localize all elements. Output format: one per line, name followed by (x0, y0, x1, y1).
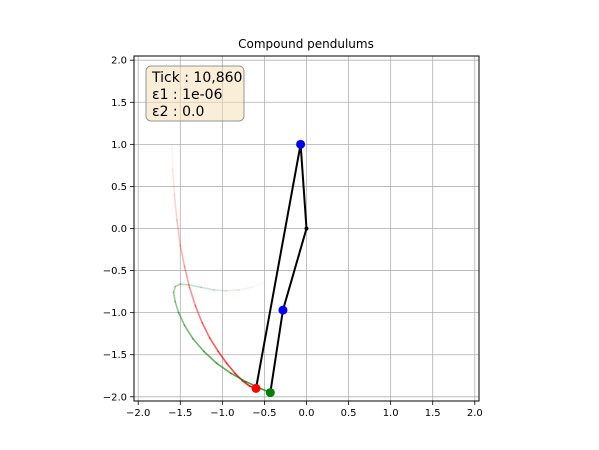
end-bob-2 (265, 388, 275, 398)
trail-segment-2 (183, 324, 194, 340)
trail-segment-1 (225, 362, 236, 375)
trail-segment-1 (171, 143, 174, 171)
trail-segment-2 (238, 286, 253, 291)
x-tick-label: 0.5 (341, 408, 357, 419)
y-tick-label: 0.0 (111, 224, 127, 235)
info-epsilon1: ε1 : 1e-06 (152, 87, 223, 103)
trails (171, 143, 272, 394)
x-tick-label: 1.5 (425, 408, 441, 419)
y-tick-label: −0.5 (103, 266, 127, 277)
trail-segment-2 (172, 285, 177, 294)
trail-segment-1 (201, 321, 211, 339)
end-bob-1 (251, 383, 261, 393)
y-tick-label: −2.0 (103, 392, 127, 403)
info-epsilon2: ε2 : 0.0 (152, 104, 204, 120)
x-tick-label: 2.0 (467, 408, 483, 419)
trail-segment-1 (171, 168, 176, 196)
pivot-point (304, 226, 309, 231)
trail-segment-2 (229, 372, 247, 383)
y-tick-label: 2.0 (111, 56, 127, 67)
mid-bob-2 (278, 305, 288, 315)
trail-segment-1 (188, 286, 197, 307)
mid-bob-1 (296, 139, 306, 149)
trail-segment-1 (217, 350, 228, 364)
x-tick-label: 0.0 (299, 408, 315, 419)
trail-segment-1 (173, 194, 178, 221)
trail-segment-1 (241, 380, 251, 387)
trail-segment-2 (200, 286, 215, 291)
trail-segment-2 (174, 283, 182, 288)
trail-segment-1 (179, 244, 186, 268)
trail-segment-1 (208, 337, 219, 353)
x-tick-label: −0.5 (252, 408, 276, 419)
trail-segment-2 (179, 283, 190, 286)
x-tick-label: −1.5 (168, 408, 192, 419)
info-tick: Tick : 10,860 (151, 70, 242, 86)
y-tick-label: 0.5 (111, 182, 127, 193)
trail-segment-1 (176, 219, 182, 247)
info-box: Tick : 10,860 ε1 : 1e-06 ε2 : 0.0 (145, 65, 245, 122)
x-tick-label: −1.0 (210, 408, 234, 419)
axis-ticks: −2.0 −1.5 −1.0 −0.5 0.0 0.5 1.0 1.5 2.0 −2.0 −1.5 −… (103, 56, 483, 419)
info-box-background (145, 65, 245, 122)
y-tick-label: 1.0 (111, 140, 127, 151)
y-tick-label: 1.5 (111, 98, 127, 109)
trail-segment-2 (215, 362, 232, 375)
y-tick-label: −1.0 (103, 308, 127, 319)
y-tick-label: −1.5 (103, 350, 127, 361)
trail-segment-1 (183, 265, 191, 289)
chart-title: Compound pendulums (238, 37, 374, 51)
trail-segment-2 (187, 284, 203, 289)
trail-segment-2 (172, 291, 177, 303)
trail-segment-2 (177, 311, 186, 327)
trail-segment-2 (203, 350, 218, 364)
x-tick-label: 1.0 (383, 408, 399, 419)
trail-segment-1 (194, 305, 203, 324)
trail-segment-2 (174, 300, 180, 314)
trail-segment-2 (192, 337, 205, 353)
trail-segment-2 (225, 289, 240, 292)
x-tick-label: −2.0 (126, 408, 150, 419)
trail-segment-2 (213, 289, 228, 292)
pendulum-bobs (251, 139, 306, 398)
